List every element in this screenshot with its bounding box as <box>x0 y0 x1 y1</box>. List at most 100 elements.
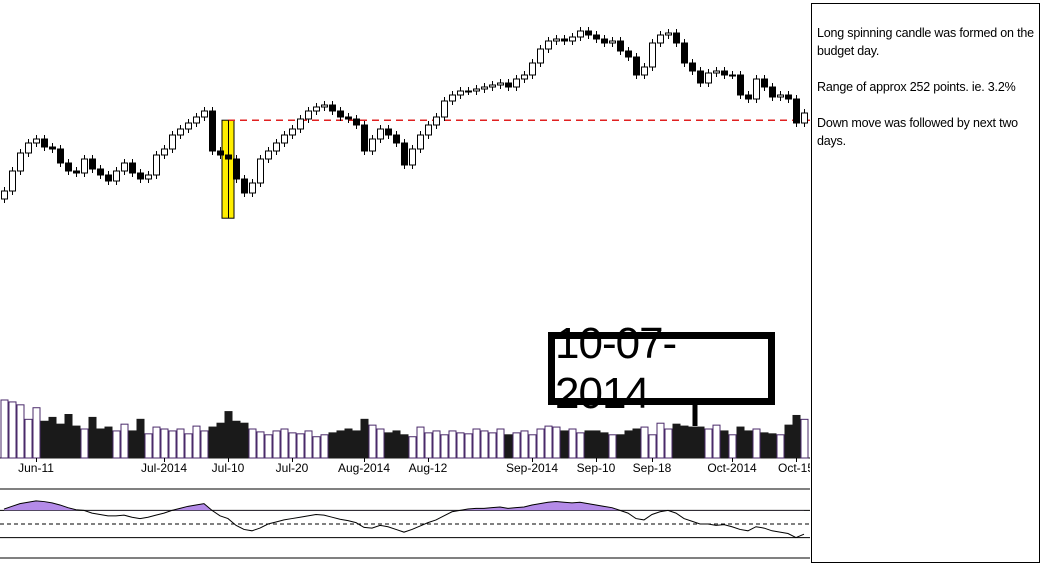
candle-body <box>129 162 136 174</box>
candle-body <box>161 148 168 156</box>
candle-body <box>689 62 696 72</box>
candle-body <box>649 42 656 68</box>
volume-bar <box>280 428 289 459</box>
volume-bar <box>200 430 209 459</box>
volume-bar <box>584 430 593 459</box>
volume-bar <box>496 428 505 459</box>
candle-body <box>73 170 80 174</box>
volume-bar <box>712 424 721 459</box>
x-tick-label: Aug-2014 <box>338 461 390 475</box>
candle-body <box>265 150 272 160</box>
candle-body <box>545 40 552 50</box>
candle-body <box>201 110 208 118</box>
volume-bar <box>768 433 777 459</box>
volume-bar <box>472 428 481 459</box>
candle-body <box>145 174 152 180</box>
chart: Jun-11 Jul-2014 Jul-10 Jul-20 Aug-2014 Aug-12… <box>0 27 810 559</box>
candle-body <box>337 110 344 118</box>
candle-body <box>625 50 632 58</box>
volume-bar <box>384 432 393 459</box>
candle-body <box>385 128 392 136</box>
candle-body <box>289 128 296 136</box>
candle-body <box>65 162 72 172</box>
candle-body <box>241 178 248 194</box>
volume-bar <box>632 428 641 459</box>
candle-body <box>209 110 216 152</box>
volume-bar <box>776 434 785 459</box>
candle-body <box>33 138 40 144</box>
volume-bar <box>112 430 121 459</box>
volume-bar <box>80 428 89 459</box>
volume-bar <box>424 432 433 459</box>
volume-bar <box>24 418 33 459</box>
candle-body <box>489 84 496 88</box>
volume-bar <box>456 432 465 459</box>
volume-bar <box>528 434 537 459</box>
volume-bar <box>208 426 217 459</box>
candle-body <box>377 128 384 140</box>
volume-bar <box>272 430 281 459</box>
volume-bar <box>440 434 449 459</box>
candle-body <box>505 82 512 88</box>
volume-bar <box>480 430 489 459</box>
volume-bar <box>120 423 129 459</box>
candle-body <box>705 72 712 84</box>
candle-body <box>257 158 264 184</box>
x-tick-label: Jul-2014 <box>141 461 187 475</box>
candle-body <box>369 138 376 152</box>
x-tick-label: Jul-20 <box>276 461 309 475</box>
candle-body <box>769 86 776 98</box>
volume-bar <box>344 428 353 459</box>
candle-body <box>345 116 352 120</box>
volume-bar <box>616 434 625 459</box>
candle-body <box>113 170 120 182</box>
volume-bar <box>448 430 457 459</box>
volume-bar <box>640 426 649 459</box>
candle-body <box>249 182 256 194</box>
x-tick-label: Sep-2014 <box>506 461 558 475</box>
candle-body <box>297 118 304 130</box>
volume-bar <box>512 432 521 459</box>
volume-bar <box>568 428 577 459</box>
volume-bar <box>792 414 801 459</box>
candle-body <box>305 110 312 120</box>
volume-bar <box>216 422 225 459</box>
candle-body <box>81 158 88 174</box>
volume-bar <box>0 399 9 459</box>
volume-bar <box>240 422 249 459</box>
candle-body <box>681 42 688 64</box>
note: Range of approx 252 points. ie. 3.2% <box>817 80 1016 94</box>
volume-bar <box>680 425 689 459</box>
candle-body <box>25 142 32 154</box>
x-tick-label: Sep-18 <box>633 461 672 475</box>
candle-body <box>633 56 640 76</box>
note: Down move was followed by next two days. <box>817 116 1018 148</box>
volume-bar <box>736 426 745 459</box>
candle-body <box>233 158 240 180</box>
volume-bar <box>504 434 513 459</box>
candle-body <box>577 30 584 38</box>
candle-body <box>609 40 616 44</box>
volume-bar <box>600 432 609 459</box>
candle-body <box>793 98 800 124</box>
volume-bar <box>464 433 473 459</box>
candle-body <box>761 78 768 88</box>
candle-body <box>393 134 400 144</box>
volume-bar <box>608 434 617 459</box>
volume-bar <box>800 418 809 459</box>
candle-body <box>465 90 472 93</box>
candle-body <box>737 74 744 96</box>
x-tick-label: Oct-2014 <box>707 461 757 475</box>
volume-bar <box>104 426 113 459</box>
candle-body <box>673 32 680 44</box>
candle-body <box>641 66 648 76</box>
candle-body <box>441 100 448 118</box>
candle-body <box>41 138 48 148</box>
volume-bar <box>576 432 585 459</box>
candle-body <box>169 134 176 150</box>
candle-body <box>193 116 200 124</box>
candle-body <box>561 38 568 42</box>
candle-body <box>225 154 232 160</box>
candle-body <box>97 168 104 176</box>
volume-bar <box>312 436 321 459</box>
